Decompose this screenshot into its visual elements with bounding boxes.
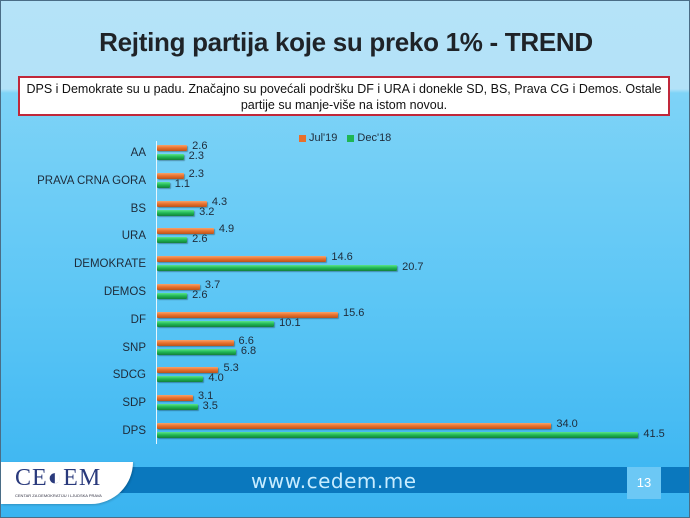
bar-jul [157, 256, 327, 263]
bar-dec [157, 265, 398, 272]
value-label: 4.0 [208, 372, 224, 385]
category-label: DEMOS [103, 286, 146, 298]
chart-row: SDCG 5.3 4.0 [1, 362, 689, 391]
category-label: URA [121, 230, 146, 243]
chart-row: PRAVA CRNA GORA 2.3 1.1 [1, 167, 689, 197]
value-label: 3.5 [202, 400, 218, 413]
category-label: BS [130, 202, 146, 215]
bar-dec [157, 320, 275, 327]
bar-dec [157, 237, 188, 244]
category-label: DPS [122, 425, 146, 437]
legend-label: Dec'18 [357, 132, 392, 144]
logo-subtitle: CENTAR ZA DEMOKRATIJU I LJUDSKA PRAVA [15, 493, 102, 498]
category-label: DF [130, 313, 146, 326]
chart-row: SNP 6.6 6.8 [1, 334, 689, 364]
cedem-logo: CE◐EM CENTAR ZA DEMOKRATIJU I LJUDSKA PR… [1, 462, 133, 504]
legend-item-jul19: Jul'19 [299, 132, 337, 144]
bar-dec [157, 154, 184, 160]
value-label: 2.6 [192, 140, 208, 152]
bar-chart: AA 2.6 2.3 PRAVA CRNA GORA 2.3 1.1 BS 4.3 3.2 URA… [1, 131, 689, 451]
chart-row: SDP 3.1 3.5 [1, 390, 689, 419]
bar-dec [157, 432, 639, 438]
value-label: 3.1 [197, 390, 214, 403]
value-label: 10.1 [279, 316, 301, 329]
page-number: 13 [627, 467, 661, 499]
bar-dec [157, 209, 195, 216]
value-label: 2.3 [188, 150, 204, 162]
category-axis [156, 141, 157, 444]
value-label: 6.6 [238, 334, 254, 347]
legend-label: Jul'19 [309, 132, 338, 144]
value-label: 6.8 [240, 344, 257, 357]
summary-note: DPS i Demokrate su u padu. Značajno su p… [18, 76, 670, 116]
bar-jul [157, 339, 234, 346]
value-label: 3.2 [199, 205, 215, 218]
value-label: 4.3 [211, 195, 228, 208]
value-label: 15.6 [342, 306, 365, 319]
footer-url[interactable]: www.cedem.me [251, 469, 417, 493]
value-label: 5.3 [223, 362, 239, 375]
category-label: SNP [122, 341, 146, 354]
chart-row: DEMOKRATE 14.6 20.7 [1, 251, 689, 280]
category-label: PRAVA CRNA GORA [37, 174, 146, 187]
value-label: 4.9 [218, 223, 235, 236]
category-label: AA [130, 147, 146, 159]
value-label: 2.6 [192, 289, 208, 301]
logo-text: CE◐EM [15, 465, 102, 491]
bar-jul [157, 395, 193, 402]
category-label: DEMOKRATE [74, 258, 146, 271]
value-label: 3.7 [204, 279, 221, 291]
bar-jul [157, 172, 184, 179]
bar-jul [157, 367, 219, 374]
bar-dec [157, 348, 236, 355]
bar-jul [157, 284, 200, 290]
chart-row: BS 4.3 3.2 [1, 195, 689, 225]
value-label: 2.3 [188, 167, 204, 180]
chart-row: URA 4.9 2.6 [1, 223, 689, 252]
legend-swatch-icon [299, 134, 306, 142]
chart-row: DEMOS 3.7 2.6 [1, 279, 689, 308]
value-label: 20.7 [402, 261, 424, 274]
bar-dec [157, 376, 204, 383]
bar-dec [157, 293, 188, 299]
bar-jul [157, 200, 207, 207]
bar-dec [157, 404, 198, 411]
slide-title: Rejting partija koje su preko 1% - TREND [99, 27, 593, 57]
chart-row: AA 2.6 2.3 [1, 140, 689, 169]
legend-swatch-icon [347, 134, 355, 142]
value-label: 34.0 [556, 418, 578, 430]
bar-jul [157, 145, 188, 151]
category-label: SDCG [112, 369, 146, 382]
value-label: 1.1 [174, 177, 191, 190]
chart-legend: Jul'19 Dec'18 [299, 132, 391, 144]
value-label: 14.6 [331, 251, 353, 264]
bar-jul [157, 311, 338, 318]
value-label: 41.5 [643, 428, 665, 440]
bar-jul [157, 228, 214, 235]
bar-dec [157, 181, 170, 188]
bar-jul [157, 423, 552, 429]
category-label: SDP [122, 397, 146, 410]
chart-row: DF 15.6 10.1 [1, 306, 689, 336]
legend-item-dec18: Dec'18 [347, 132, 391, 144]
value-label: 2.6 [192, 233, 208, 246]
chart-row: DPS 34.0 41.5 [1, 418, 689, 447]
